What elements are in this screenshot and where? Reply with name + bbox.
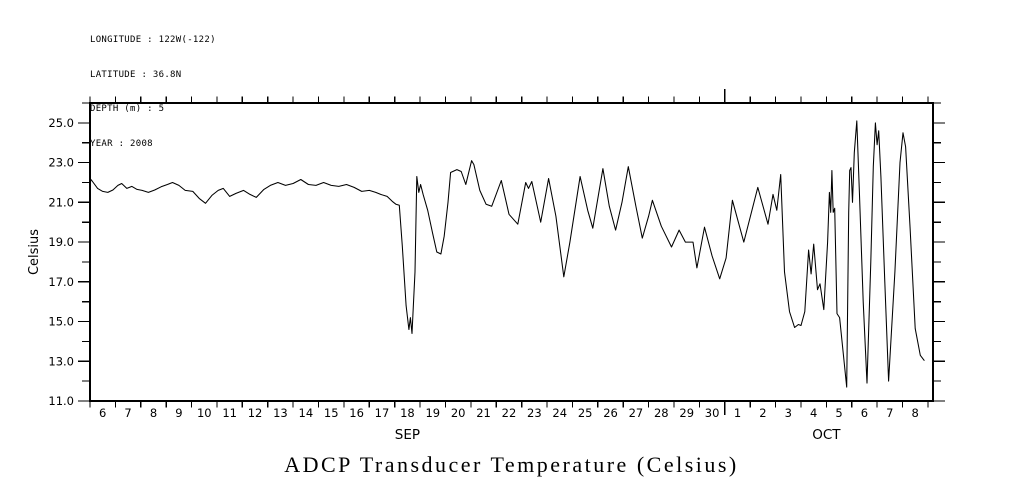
temperature-line bbox=[89, 120, 925, 388]
day-tick-label: 30 bbox=[705, 406, 720, 420]
day-tick-label: 8 bbox=[150, 406, 157, 420]
day-tick-label: 17 bbox=[375, 406, 390, 420]
y-tick-label: 17.0 bbox=[48, 275, 74, 289]
day-tick-label: 8 bbox=[912, 406, 919, 420]
month-label-sep: SEP bbox=[395, 427, 420, 443]
day-tick-label: 26 bbox=[603, 406, 618, 420]
day-tick-label: 22 bbox=[502, 406, 517, 420]
day-tick-label: 27 bbox=[629, 406, 644, 420]
metadata-year: YEAR : 2008 bbox=[90, 138, 153, 149]
metadata-depth: DEPTH (m) : 5 bbox=[90, 104, 165, 114]
day-tick-label: 13 bbox=[273, 406, 288, 420]
day-tick-label: 7 bbox=[886, 406, 893, 420]
day-tick-label: 3 bbox=[785, 406, 792, 420]
day-tick-label: 14 bbox=[299, 406, 314, 420]
month-label-oct: OCT bbox=[812, 427, 841, 443]
x-axis-labels: 6 7 8 9 10 11 12 13 14 15 16 17 18 19 20 21 22 23 24 25 26 27… bbox=[99, 406, 919, 443]
day-tick-label: 20 bbox=[451, 406, 466, 420]
y-tick-label: 11.0 bbox=[48, 394, 74, 408]
day-tick-label: 10 bbox=[197, 406, 212, 420]
day-tick-label: 16 bbox=[349, 406, 364, 420]
day-tick-label: 23 bbox=[527, 406, 542, 420]
day-tick-label: 28 bbox=[654, 406, 669, 420]
day-tick-label: 6 bbox=[99, 406, 106, 420]
day-tick-label: 4 bbox=[810, 406, 817, 420]
day-tick-label: 5 bbox=[835, 406, 842, 420]
day-tick-label: 25 bbox=[578, 406, 593, 420]
y-tick-label: 23.0 bbox=[48, 156, 74, 170]
day-tick-label: 24 bbox=[552, 406, 567, 420]
day-tick-label: 21 bbox=[476, 406, 491, 420]
axes bbox=[78, 89, 945, 415]
y-tick-label: 13.0 bbox=[48, 354, 74, 368]
day-tick-label: 12 bbox=[248, 406, 263, 420]
day-tick-label: 2 bbox=[759, 406, 766, 420]
plot-frame bbox=[89, 102, 934, 402]
day-tick-label: 9 bbox=[175, 406, 182, 420]
day-tick-label: 18 bbox=[400, 406, 415, 420]
day-tick-label: 11 bbox=[222, 406, 237, 420]
metadata-latitude: LATITUDE : 36.8N bbox=[90, 69, 182, 80]
day-tick-label: 1 bbox=[734, 406, 741, 420]
y-tick-label: 21.0 bbox=[48, 195, 74, 209]
metadata-longitude: LONGITUDE : 122W(-122) bbox=[90, 35, 216, 45]
y-tick-label: 25.0 bbox=[48, 116, 74, 130]
day-tick-label: 6 bbox=[861, 406, 868, 420]
y-axis-ticks bbox=[78, 102, 945, 402]
y-axis-title: Celsius bbox=[27, 229, 42, 275]
y-tick-label: 15.0 bbox=[48, 315, 74, 329]
y-axis-labels: 11.0 13.0 15.0 17.0 19.0 21.0 23.0 25.0 bbox=[48, 116, 74, 408]
y-tick-label: 19.0 bbox=[48, 235, 74, 249]
metadata-block: LONGITUDE : 122W(-122) LATITUDE : 36.8N … bbox=[90, 12, 216, 173]
chart-title: ADCP Transducer Temperature (Celsius) bbox=[284, 452, 739, 477]
day-tick-label: 15 bbox=[324, 406, 339, 420]
day-tick-label: 29 bbox=[679, 406, 694, 420]
x-axis-ticks bbox=[89, 89, 929, 415]
day-tick-label: 7 bbox=[124, 406, 131, 420]
day-tick-label: 19 bbox=[425, 406, 440, 420]
